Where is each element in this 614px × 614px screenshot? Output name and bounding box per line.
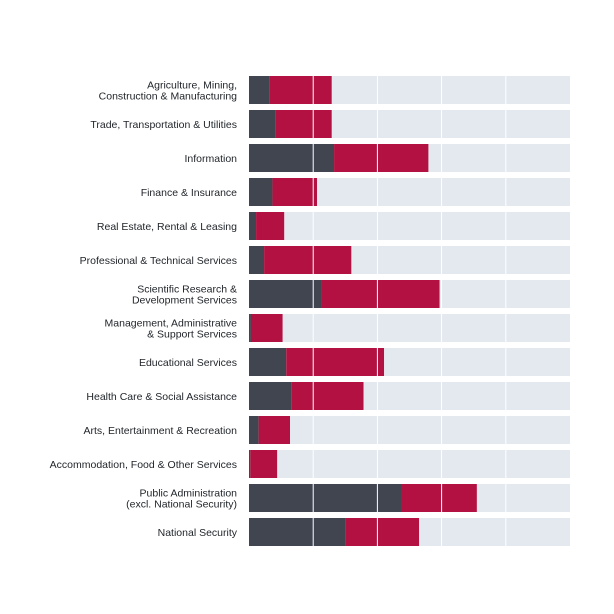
bar-segment-3-row-6: [351, 246, 570, 274]
bar-segment-3-row-2: [331, 110, 570, 138]
bar-segment-1-row-3: [249, 144, 335, 172]
gridlines: [312, 76, 507, 546]
bar-segment-1-row-1: [249, 76, 270, 104]
category-label: Agriculture, Mining, Construction & Manuf…: [99, 79, 237, 102]
category-label: Public Administration (excl. National Sec…: [126, 487, 237, 510]
bar-segment-2-row-13: [401, 484, 477, 512]
bar-segment-3-row-11: [290, 416, 570, 444]
bar-segment-1-row-13: [249, 484, 402, 512]
bar-segment-1-row-8: [249, 314, 251, 342]
bar-segment-1-row-10: [249, 382, 292, 410]
bar-segment-3-row-13: [476, 484, 570, 512]
bar-segment-1-row-7: [249, 280, 322, 308]
category-label: Arts, Entertainment & Recreation: [84, 425, 238, 437]
category-label: Finance & Insurance: [141, 187, 237, 199]
bar-segment-1-row-4: [249, 178, 273, 206]
category-label: National Security: [158, 527, 238, 539]
bar-segment-2-row-11: [258, 416, 291, 444]
bar-segment-2-row-14: [345, 518, 420, 546]
bar-segment-1-row-9: [249, 348, 287, 376]
bar-segment-2-row-3: [334, 144, 429, 172]
bar-segment-1-row-2: [249, 110, 276, 138]
category-label: Real Estate, Rental & Leasing: [97, 221, 237, 233]
bar-segment-2-row-4: [272, 178, 318, 206]
bar-segment-3-row-1: [331, 76, 570, 104]
category-label: Scientific Research & Development Service…: [132, 283, 237, 306]
bar-segment-2-row-7: [321, 280, 440, 308]
category-label: Professional & Technical Services: [80, 255, 237, 267]
bar-segment-3-row-14: [419, 518, 570, 546]
bar-segment-2-row-2: [275, 110, 332, 138]
category-label: Management, Administrative & Support Serv…: [105, 317, 238, 340]
bar-segment-2-row-10: [291, 382, 364, 410]
bar-segment-2-row-9: [286, 348, 385, 376]
bar-segment-2-row-6: [264, 246, 352, 274]
bar-segment-3-row-5: [284, 212, 570, 240]
bar-segment-1-row-5: [249, 212, 257, 240]
category-label: Health Care & Social Assistance: [86, 391, 237, 403]
bar-segment-3-row-12: [277, 450, 570, 478]
category-labels: Agriculture, Mining, Construction & Manuf…: [50, 79, 238, 539]
bar-segment-3-row-4: [317, 178, 570, 206]
bar-segment-3-row-10: [363, 382, 570, 410]
bar-segment-1-row-14: [249, 518, 346, 546]
bar-segment-1-row-12: [249, 450, 251, 478]
bar-segment-1-row-6: [249, 246, 265, 274]
bars-group: [249, 76, 570, 546]
category-label: Educational Services: [139, 357, 237, 369]
bar-segment-3-row-7: [439, 280, 570, 308]
bar-segment-3-row-3: [428, 144, 570, 172]
bar-segment-2-row-12: [250, 450, 278, 478]
bar-segment-3-row-8: [282, 314, 570, 342]
bar-segment-2-row-5: [256, 212, 285, 240]
category-label: Accommodation, Food & Other Services: [50, 459, 237, 471]
category-label: Information: [184, 153, 237, 165]
bar-segment-2-row-1: [269, 76, 332, 104]
bar-segment-3-row-9: [384, 348, 570, 376]
category-label: Trade, Transportation & Utilities: [90, 119, 237, 131]
bar-segment-1-row-11: [249, 416, 259, 444]
bar-segment-2-row-8: [250, 314, 283, 342]
